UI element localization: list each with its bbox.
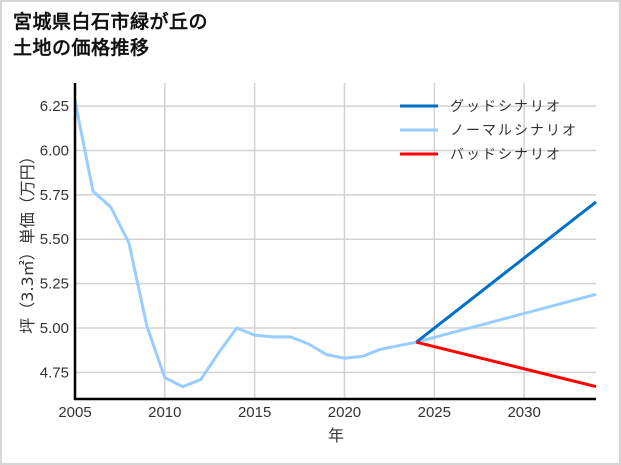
x-tick-label: 2015 (238, 404, 271, 421)
x-tick-label: 2030 (507, 404, 540, 421)
legend-label: ノーマルシナリオ (450, 123, 578, 139)
x-axis-ticks: 2005 2010 2015 2020 2025 2030 (58, 404, 541, 421)
legend-label: グッドシナリオ (450, 99, 562, 115)
series-line-2 (415, 340, 597, 389)
y-axis-label: 坪（3.3㎡）単価（万円） (18, 148, 37, 333)
y-axis-ticks: 4.75 5.00 5.25 5.50 5.75 6.00 6.25 (40, 98, 69, 381)
chart-title: 宮城県白石市緑が丘の 土地の価格推移 (13, 9, 208, 61)
chart-title-line-2: 土地の価格推移 (13, 37, 150, 59)
x-tick-label: 2005 (58, 404, 91, 421)
y-tick-label: 4.75 (40, 364, 69, 381)
x-tick-label: 2010 (148, 404, 181, 421)
x-tick-label: 2025 (418, 404, 451, 421)
y-tick-label: 5.25 (40, 276, 69, 293)
y-tick-label: 5.00 (40, 320, 69, 337)
y-tick-label: 6.00 (40, 142, 69, 159)
x-axis-label: 年 (328, 426, 344, 445)
y-tick-label: 5.50 (40, 231, 69, 248)
y-tick-label: 5.75 (40, 187, 69, 204)
series-line-0 (415, 200, 597, 344)
series-lines (73, 100, 597, 389)
chart-title-line-1: 宮城県白石市緑が丘の (13, 11, 209, 33)
y-tick-label: 6.25 (40, 98, 69, 115)
legend-label: バッドシナリオ (450, 147, 562, 163)
axes (73, 83, 596, 401)
series-line-1 (73, 100, 597, 389)
x-tick-label: 2020 (328, 404, 361, 421)
